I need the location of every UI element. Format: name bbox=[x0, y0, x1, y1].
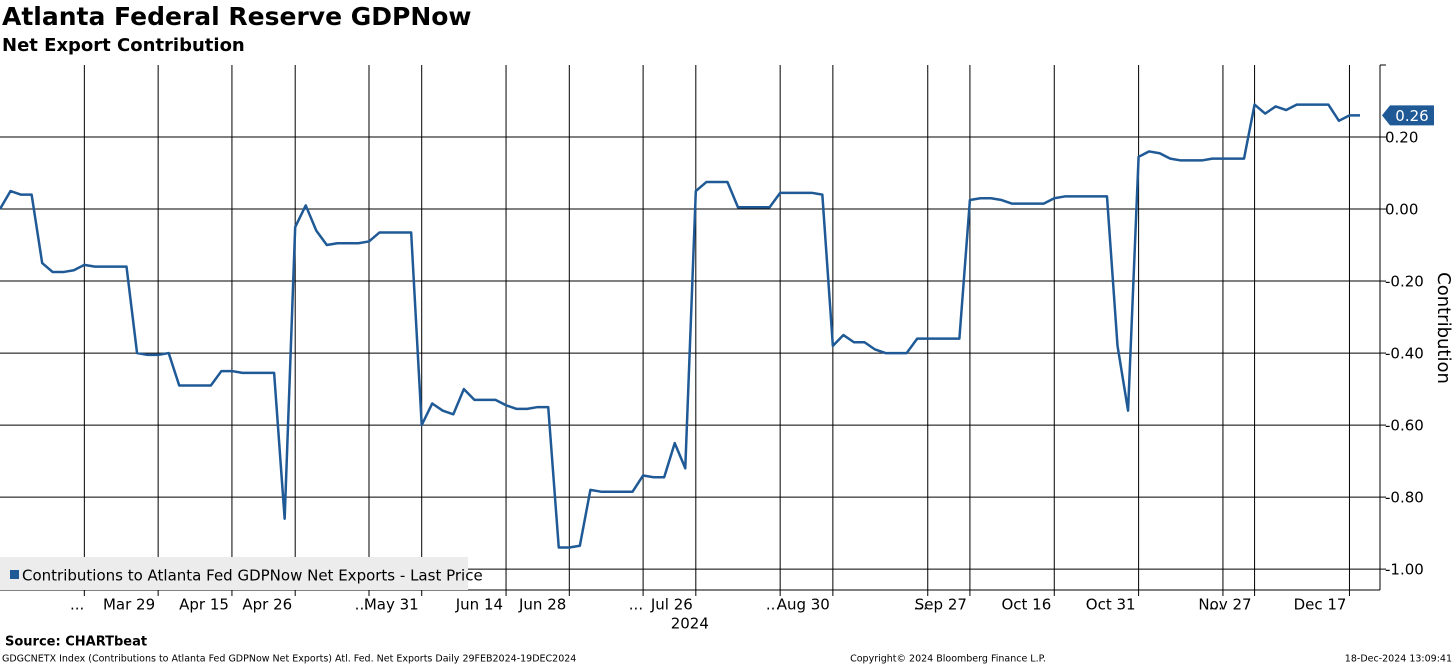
x-tick-label: Jun 14 bbox=[455, 596, 503, 614]
x-tick-label: ... bbox=[766, 596, 780, 614]
y-tick-label: -0.40 bbox=[1385, 345, 1424, 363]
x-tick-label: ... bbox=[355, 596, 369, 614]
x-tick-label: Aug 30 bbox=[777, 596, 830, 614]
footer-description: GDGCNETX Index (Contributions to Atlanta… bbox=[2, 654, 576, 665]
y-tick-label: -0.20 bbox=[1385, 273, 1424, 291]
y-axis-label: Contribution bbox=[1433, 272, 1454, 384]
x-tick-label: May 31 bbox=[364, 596, 419, 614]
legend-box bbox=[0, 557, 468, 590]
footer-copyright: Copyright© 2024 Bloomberg Finance L.P. bbox=[850, 654, 1046, 665]
chart-subtitle: Net Export Contribution bbox=[2, 35, 245, 56]
x-tick-label: Jul 26 bbox=[650, 596, 693, 614]
series-line bbox=[0, 103, 1360, 549]
x-tick-label: Apr 26 bbox=[242, 596, 292, 614]
x-year-label: 2024 bbox=[671, 615, 709, 633]
y-tick-label: 0.20 bbox=[1385, 129, 1418, 147]
legend-swatch bbox=[10, 570, 19, 579]
footer-timestamp: 18-Dec-2024 13:09:41 bbox=[1345, 654, 1452, 665]
y-tick-label: -0.80 bbox=[1385, 489, 1424, 507]
x-tick-label: Oct 16 bbox=[1001, 596, 1051, 614]
x-tick-label: Oct 31 bbox=[1086, 596, 1136, 614]
x-tick-label: ... bbox=[629, 596, 643, 614]
last-value-tag bbox=[1382, 105, 1434, 126]
x-tick-label: ... bbox=[913, 596, 927, 614]
y-tick-label: -1.00 bbox=[1385, 561, 1424, 579]
x-tick-label: ... bbox=[70, 596, 84, 614]
x-tick-label: Dec 17 bbox=[1294, 596, 1347, 614]
source: Source: CHARTbeat bbox=[5, 635, 147, 650]
x-tick-label: Jun 28 bbox=[518, 596, 566, 614]
y-tick-label: 0.00 bbox=[1385, 201, 1418, 219]
legend-label: Contributions to Atlanta Fed GDPNow Net … bbox=[22, 567, 483, 585]
x-tick-label: Nov 27 bbox=[1198, 596, 1251, 614]
x-tick-label: Apr 15 bbox=[179, 596, 229, 614]
x-tick-label: Mar 29 bbox=[103, 596, 155, 614]
last-value-label: 0.26 bbox=[1395, 107, 1428, 125]
x-tick-label: ... bbox=[1209, 596, 1223, 614]
y-tick-label: -0.60 bbox=[1385, 417, 1424, 435]
x-tick-label: Sep 27 bbox=[915, 596, 967, 614]
chart-title: Atlanta Federal Reserve GDPNow bbox=[2, 2, 472, 31]
